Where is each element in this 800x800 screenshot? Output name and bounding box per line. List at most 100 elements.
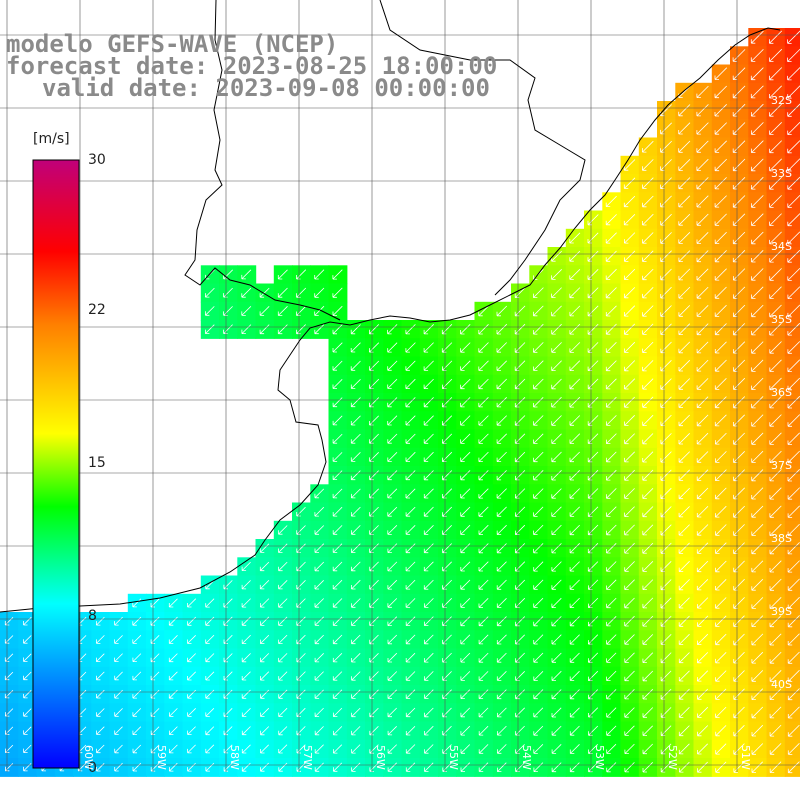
wind-arrow <box>259 287 270 298</box>
wind-arrow <box>569 689 580 700</box>
wind-arrow <box>787 268 800 281</box>
field-cell <box>766 648 786 668</box>
field-cell <box>766 119 786 139</box>
wind-arrow <box>714 140 727 153</box>
field-cell <box>292 630 311 650</box>
wind-arrow <box>587 396 599 408</box>
field-cell <box>784 502 800 522</box>
wind-arrow <box>169 744 178 754</box>
wind-arrow <box>769 706 782 719</box>
lon-label: 59W <box>155 745 168 770</box>
field-cell <box>237 703 257 723</box>
field-cell <box>584 666 603 686</box>
field-cell <box>565 320 585 339</box>
wind-arrow <box>277 324 288 335</box>
wind-arrow <box>697 670 709 682</box>
wind-arrow <box>460 324 471 335</box>
field-cell <box>766 703 786 723</box>
wind-arrow <box>569 579 580 590</box>
field-cell <box>401 703 421 723</box>
field-cell <box>492 721 512 741</box>
wind-arrow <box>696 341 709 354</box>
field-cell <box>730 119 749 139</box>
field-cell <box>547 393 567 412</box>
wind-arrow <box>278 653 288 663</box>
field-cell <box>529 630 549 650</box>
wind-arrow <box>314 689 324 699</box>
wind-arrow <box>606 433 617 444</box>
field-cell <box>127 666 147 686</box>
wind-arrow <box>132 708 142 717</box>
field-cell <box>730 356 749 376</box>
wind-arrow <box>351 561 361 572</box>
field-cell <box>438 338 457 358</box>
wind-arrow <box>787 542 800 555</box>
field-cell <box>675 648 695 668</box>
field-cell <box>146 721 165 741</box>
wind-arrow <box>441 324 453 335</box>
wind-arrow <box>587 543 599 554</box>
field-cell <box>511 593 530 613</box>
wind-arrow <box>732 158 746 172</box>
field-cell <box>748 502 768 522</box>
field-cell <box>657 210 676 230</box>
wind-arrow <box>260 598 270 608</box>
wind-arrow <box>205 287 215 298</box>
field-cell <box>273 265 293 285</box>
field-cell <box>638 301 658 321</box>
wind-arrow <box>387 762 397 772</box>
field-cell <box>657 703 676 723</box>
field-cell <box>383 539 403 558</box>
wind-arrow <box>588 707 599 718</box>
field-cell <box>292 265 311 285</box>
field-cell <box>620 411 640 431</box>
field-cell <box>273 283 293 303</box>
field-cell <box>602 320 622 339</box>
field-cell <box>164 703 184 723</box>
wind-arrow <box>624 232 636 244</box>
wind-arrow <box>714 341 727 354</box>
wind-arrow <box>605 232 617 244</box>
field-cell <box>565 520 585 540</box>
wind-arrow <box>769 505 782 518</box>
field-cell <box>273 630 293 650</box>
field-cell <box>438 758 457 777</box>
field-cell <box>529 466 549 485</box>
field-cell <box>711 502 731 522</box>
field-cell <box>328 356 348 376</box>
wind-arrow <box>642 762 653 773</box>
wind-arrow <box>169 708 178 717</box>
field-cell <box>310 502 330 522</box>
wind-arrow <box>314 324 325 335</box>
country-border <box>184 0 341 321</box>
wind-arrow <box>715 597 727 609</box>
field-cell <box>693 301 713 321</box>
field-cell <box>711 703 731 723</box>
field-cell <box>675 502 695 522</box>
wind-arrow <box>787 103 800 117</box>
wind-arrow <box>387 616 398 626</box>
field-cell <box>565 630 585 650</box>
wind-arrow <box>696 432 709 445</box>
field-cell <box>529 539 549 558</box>
wind-arrow <box>569 524 580 536</box>
field-cell <box>474 539 494 558</box>
field-cell <box>511 575 530 595</box>
field-cell <box>401 685 421 704</box>
field-cell <box>784 575 800 595</box>
field-cell <box>219 666 238 686</box>
field-cell <box>547 758 567 777</box>
wind-arrow <box>332 452 343 462</box>
field-cell <box>584 520 603 540</box>
wind-arrow <box>551 579 562 590</box>
field-cell <box>328 593 348 613</box>
field-cell <box>511 666 530 686</box>
field-cell <box>748 721 768 741</box>
wind-arrow <box>714 304 727 317</box>
field-cell <box>200 685 220 704</box>
field-cell <box>474 703 494 723</box>
wind-arrow <box>423 360 434 371</box>
wind-arrow <box>624 725 635 736</box>
wind-arrow <box>624 451 635 463</box>
wind-arrow <box>350 342 361 353</box>
